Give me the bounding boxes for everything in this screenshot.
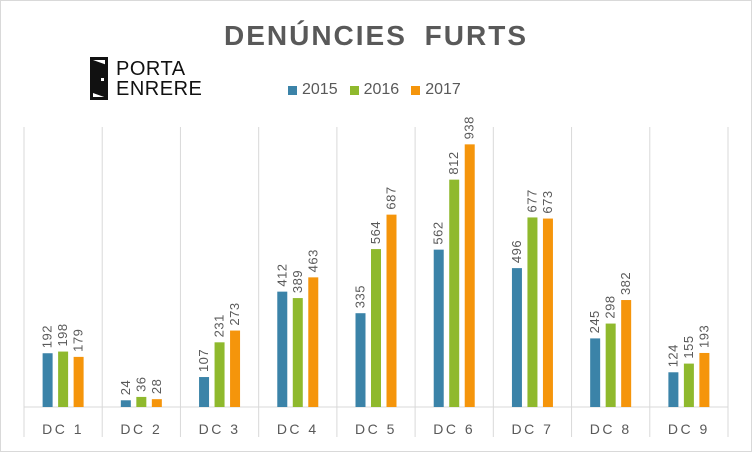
bar-2015-dc9 [668, 372, 679, 407]
bar-2016-dc5 [371, 249, 381, 407]
data-label: 389 [290, 270, 305, 293]
legend-swatch [288, 85, 297, 95]
data-label: 812 [446, 151, 461, 174]
x-tick-label: DC 2 [120, 421, 162, 437]
x-tick-label: DC 8 [590, 421, 632, 437]
data-label: 273 [227, 302, 242, 325]
bar-2017-dc6 [464, 144, 475, 408]
bar-2015-dc6 [433, 249, 444, 407]
bar-2015-dc5 [355, 313, 366, 407]
data-label: 192 [40, 325, 55, 348]
data-label: 193 [696, 325, 711, 348]
bar-2016-dc8 [605, 323, 616, 407]
legend-label: 2016 [363, 81, 400, 98]
data-label: 463 [305, 249, 320, 272]
x-tick-label: DC 9 [668, 421, 710, 437]
data-label: 687 [384, 186, 399, 209]
x-tick-label: DC 6 [433, 421, 475, 437]
data-label: 335 [353, 285, 368, 308]
logo-text-line2: ENRERE [116, 78, 203, 100]
data-label: 938 [462, 116, 477, 139]
bar-2017-dc3 [230, 330, 241, 407]
x-tick-label: DC 3 [199, 421, 241, 437]
bar-2017-dc7 [542, 218, 553, 407]
bar-2015-dc8 [590, 338, 601, 407]
data-label: 124 [665, 344, 680, 367]
bar-2016-dc1 [58, 351, 69, 407]
bar-2015-dc3 [199, 377, 210, 407]
legend-label: 2015 [302, 81, 338, 98]
data-label: 496 [509, 240, 524, 263]
legend-label: 2017 [425, 81, 461, 98]
bar-2016-dc4 [292, 298, 303, 407]
bar-2015-dc7 [511, 268, 522, 407]
bar-2016-dc3 [214, 342, 225, 407]
data-label: 673 [540, 190, 555, 213]
data-label: 564 [368, 221, 383, 244]
data-label: 198 [55, 323, 70, 346]
door-icon [90, 57, 108, 100]
bar-2016-dc2 [136, 396, 147, 407]
data-label: 245 [587, 310, 602, 333]
legend-swatch [349, 85, 359, 95]
x-tick-label: DC 5 [355, 421, 397, 437]
bar-2017-dc4 [308, 277, 319, 407]
bar-2015-dc4 [277, 291, 288, 407]
bar-2017-dc5 [386, 214, 397, 407]
porta-enrere-logo: PORTA ENRERE [90, 57, 203, 101]
bar-2017-dc9 [699, 352, 710, 407]
legend-item-2016: 2016 [349, 81, 400, 99]
bar-2017-dc1 [73, 356, 84, 407]
data-label: 298 [603, 295, 618, 318]
data-label: 155 [681, 335, 696, 358]
data-label: 677 [524, 189, 539, 212]
data-label: 231 [212, 314, 227, 337]
logo-text-line1: PORTA [116, 58, 186, 80]
chart-title: DENÚNCIES FURTS [223, 20, 528, 51]
chart-legend: 2015 2016 2017 [288, 80, 473, 100]
bar-2016-dc6 [449, 179, 460, 407]
legend-item-2015: 2015 [288, 81, 338, 99]
legend-swatch [411, 85, 421, 95]
bar-2015-dc1 [42, 353, 53, 407]
bar-2015-dc2 [120, 400, 131, 407]
bar-2017-dc2 [151, 399, 162, 407]
data-label: 412 [274, 263, 289, 286]
bar-2016-dc7 [527, 217, 538, 407]
x-tick-label: DC 7 [511, 421, 553, 437]
data-label: 24 [118, 380, 133, 395]
x-tick-label: DC 4 [277, 421, 319, 437]
data-label: 107 [196, 349, 211, 372]
bar-2017-dc8 [621, 300, 632, 407]
legend-item-2017: 2017 [411, 81, 461, 99]
data-label: 562 [431, 221, 446, 244]
bar-2016-dc9 [683, 363, 694, 407]
data-label: 382 [618, 272, 633, 295]
data-label: 36 [133, 376, 148, 391]
data-label: 28 [149, 379, 164, 394]
x-tick-label: DC 1 [42, 421, 84, 437]
data-label: 179 [71, 329, 86, 352]
